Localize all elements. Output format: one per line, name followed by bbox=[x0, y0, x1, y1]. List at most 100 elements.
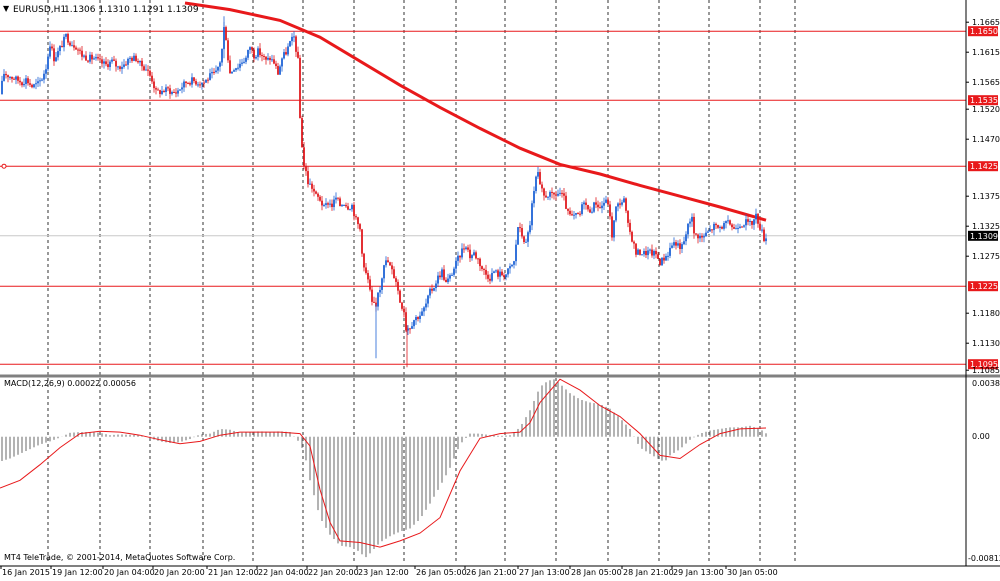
bear-candle bbox=[213, 71, 215, 73]
bear-candle bbox=[663, 257, 665, 261]
bear-candle bbox=[611, 216, 613, 238]
bull-candle bbox=[719, 226, 721, 228]
bear-candle bbox=[299, 57, 301, 119]
bear-candle bbox=[251, 47, 253, 50]
bull-candle bbox=[241, 62, 243, 64]
bear-candle bbox=[227, 40, 229, 61]
bear-candle bbox=[625, 198, 627, 211]
bull-candle bbox=[669, 247, 671, 256]
ohlc-label: 1.1306 1.1310 1.1291 1.1309 bbox=[64, 5, 199, 15]
bull-candle bbox=[41, 79, 43, 81]
bear-candle bbox=[369, 279, 371, 290]
bull-candle bbox=[59, 45, 61, 52]
bull-candle bbox=[103, 61, 105, 64]
bear-candle bbox=[733, 227, 735, 229]
bull-candle bbox=[537, 172, 539, 177]
bull-candle bbox=[505, 274, 507, 278]
bull-candle bbox=[451, 274, 453, 276]
bull-candle bbox=[381, 278, 383, 290]
time-tick-label: 21 Jan 12:00 bbox=[208, 568, 259, 577]
bear-candle bbox=[633, 241, 635, 244]
bull-candle bbox=[335, 197, 337, 200]
bear-candle bbox=[265, 56, 267, 60]
bull-candle bbox=[637, 249, 639, 255]
time-tick-label: 16 Jan 2015 bbox=[2, 568, 50, 577]
bear-candle bbox=[569, 210, 571, 215]
bear-candle bbox=[741, 226, 743, 228]
bull-candle bbox=[237, 67, 239, 69]
price-tick-label: 1.1130 bbox=[972, 339, 1000, 348]
bear-candle bbox=[521, 228, 523, 237]
bear-candle bbox=[203, 82, 205, 84]
level-label: 1.1650 bbox=[970, 27, 998, 36]
bear-candle bbox=[763, 229, 765, 242]
bull-candle bbox=[525, 241, 527, 243]
bull-candle bbox=[133, 55, 135, 61]
bear-candle bbox=[371, 289, 373, 302]
bear-candle bbox=[21, 82, 23, 86]
bull-candle bbox=[493, 271, 495, 273]
bull-candle bbox=[533, 191, 535, 204]
bull-candle bbox=[165, 87, 167, 93]
bull-candle bbox=[455, 260, 457, 269]
current-price-label: 1.1309 bbox=[970, 232, 998, 241]
bear-candle bbox=[389, 262, 391, 266]
bull-candle bbox=[63, 36, 65, 48]
bull-candle bbox=[683, 241, 685, 245]
bear-candle bbox=[345, 204, 347, 207]
bear-candle bbox=[361, 229, 363, 254]
bear-candle bbox=[645, 250, 647, 256]
macd-label: MACD(12,26,9) 0.00022 0.00056 bbox=[4, 379, 136, 388]
bull-candle bbox=[707, 231, 709, 233]
bear-candle bbox=[17, 76, 19, 81]
bull-candle bbox=[35, 83, 37, 85]
bull-candle bbox=[447, 278, 449, 283]
bear-candle bbox=[543, 188, 545, 196]
time-tick-label: 26 Jan 21:00 bbox=[466, 568, 517, 577]
time-tick-label: 29 Jan 13:00 bbox=[673, 568, 724, 577]
bull-candle bbox=[517, 227, 519, 245]
bull-candle bbox=[49, 46, 51, 57]
bull-candle bbox=[531, 203, 533, 226]
bear-candle bbox=[277, 66, 279, 75]
bull-candle bbox=[205, 79, 207, 83]
level-label: 1.1425 bbox=[970, 162, 998, 171]
menu-triangle-icon[interactable]: ▼ bbox=[3, 4, 10, 13]
bear-candle bbox=[97, 57, 99, 59]
bull-candle bbox=[681, 244, 683, 249]
bull-candle bbox=[129, 57, 131, 59]
bear-candle bbox=[31, 84, 33, 88]
bull-candle bbox=[509, 266, 511, 269]
bear-candle bbox=[565, 195, 567, 209]
bull-candle bbox=[613, 220, 615, 238]
macd-histogram bbox=[1, 379, 767, 558]
bear-candle bbox=[13, 78, 15, 80]
bear-candle bbox=[561, 192, 563, 194]
bear-candle bbox=[599, 207, 601, 209]
bear-candle bbox=[169, 88, 171, 94]
bear-candle bbox=[153, 81, 155, 89]
bear-candle bbox=[189, 83, 191, 85]
bear-candle bbox=[715, 223, 717, 226]
bull-candle bbox=[441, 269, 443, 278]
bear-candle bbox=[459, 255, 461, 258]
bear-candle bbox=[303, 147, 305, 167]
bull-candle bbox=[37, 81, 39, 84]
bull-candle bbox=[179, 89, 181, 91]
bull-candle bbox=[515, 244, 517, 262]
bull-candle bbox=[117, 66, 119, 68]
bull-candle bbox=[667, 255, 669, 257]
bear-candle bbox=[61, 45, 63, 48]
bear-candle bbox=[195, 81, 197, 85]
bear-candle bbox=[697, 234, 699, 239]
bull-candle bbox=[293, 36, 295, 38]
bull-candle bbox=[283, 52, 285, 59]
bull-candle bbox=[677, 243, 679, 246]
bull-candle bbox=[383, 265, 385, 279]
bull-candle bbox=[513, 261, 515, 265]
bull-candle bbox=[279, 66, 281, 75]
bull-candle bbox=[243, 61, 245, 63]
bull-candle bbox=[419, 315, 421, 319]
